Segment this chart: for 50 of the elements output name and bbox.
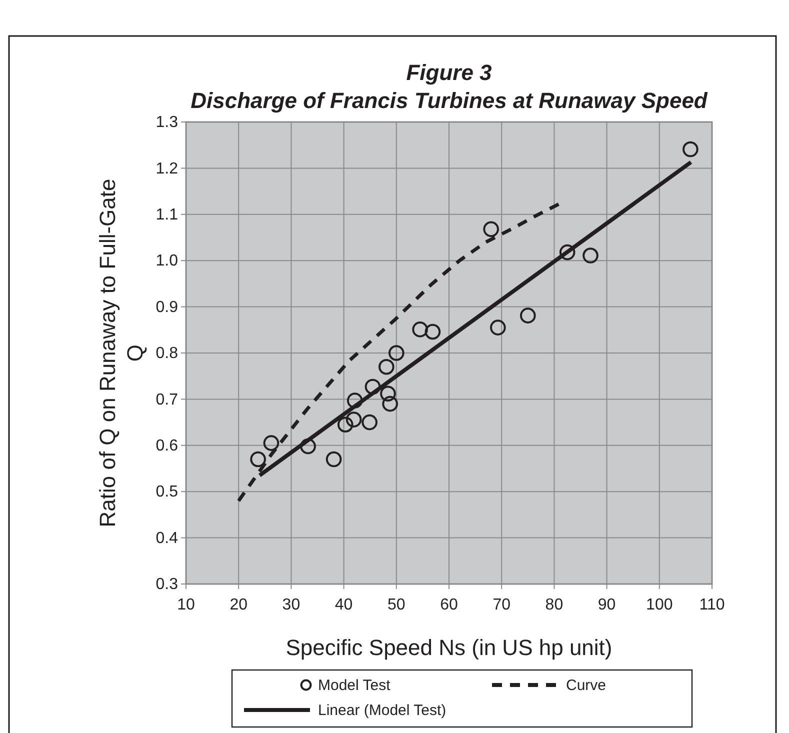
y-tick-label: 0.5	[156, 484, 178, 501]
x-tick-label: 30	[282, 596, 300, 614]
x-tick-label: 50	[388, 596, 406, 614]
point	[520, 308, 536, 324]
point	[346, 412, 362, 428]
point	[559, 244, 576, 260]
point	[682, 141, 698, 158]
y-axis-title: Ratio of Q on Runaway to Full-Gate Q	[95, 178, 148, 528]
point	[362, 414, 378, 430]
point	[483, 221, 499, 238]
point	[388, 345, 404, 361]
point	[412, 322, 428, 338]
x-tick-label: 100	[646, 596, 673, 614]
point	[490, 320, 506, 336]
point	[424, 324, 441, 340]
x-tick-label: 110	[699, 596, 725, 614]
x-tick-label: 90	[598, 596, 616, 614]
point	[382, 396, 398, 412]
point	[300, 438, 316, 454]
x-axis-title: Specific Speed Ns (in US hp unit)	[286, 635, 612, 660]
x-tick-label: 10	[177, 596, 195, 614]
legend-label: Model Test	[318, 677, 392, 694]
y-tick-label: 1.3	[156, 114, 178, 132]
x-tick-label: 80	[545, 596, 564, 614]
x-tick-label: 70	[492, 596, 511, 614]
y-tick-label: 0.8	[156, 345, 178, 362]
x-tick-label: 40	[334, 596, 353, 614]
x-tick-label: 60	[440, 596, 458, 614]
y-tick-label: 0.7	[156, 391, 178, 408]
point	[337, 416, 354, 433]
legend-label: Curve	[566, 677, 606, 694]
point	[263, 435, 280, 451]
point	[364, 378, 381, 395]
y-tick-label: 0.9	[156, 298, 178, 316]
y-tick-label: 0.3	[156, 576, 178, 594]
chart-title: Figure 3	[406, 60, 492, 85]
x-tick-label: 20	[230, 596, 248, 614]
point	[250, 451, 266, 468]
chart-subtitle: Discharge of Francis Turbines at Runaway Speed	[190, 88, 708, 113]
point	[326, 451, 342, 468]
legend-label: Linear (Model Test)	[318, 702, 446, 719]
y-tick-label: 1.2	[156, 160, 178, 178]
y-tick-label: 0.4	[156, 530, 178, 547]
point	[380, 386, 396, 402]
point	[378, 358, 394, 375]
y-tick-label: 1.1	[156, 206, 178, 224]
point	[582, 248, 598, 264]
y-tick-label: 1.0	[156, 252, 178, 270]
y-tick-label: 0.6	[156, 438, 178, 455]
point	[346, 392, 363, 408]
